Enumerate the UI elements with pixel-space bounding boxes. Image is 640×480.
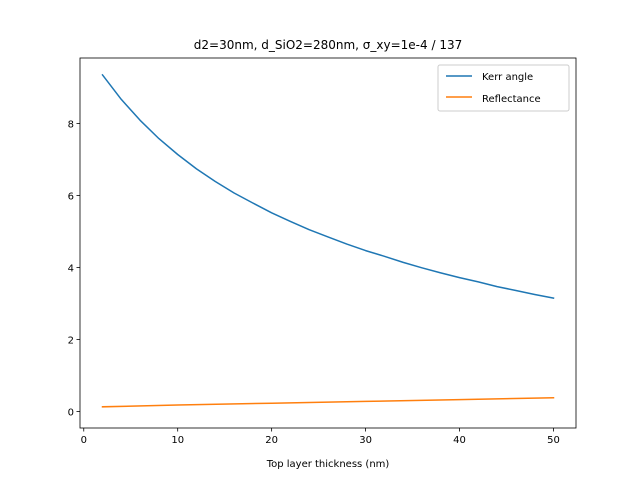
series-layer [101,73,555,408]
x-tick-label: 30 [359,435,372,446]
x-tick-label: 20 [265,435,278,446]
series-line-reflectance [101,397,555,408]
y-axis: 0 2 4 6 8 [68,120,80,418]
y-tick-label: 2 [68,335,74,346]
x-tick-label: 10 [171,435,184,446]
plot-frame [79,57,577,429]
x-axis-title: Top layer thickness (nm) [266,459,390,470]
y-tick-label: 4 [68,263,74,274]
legend: Kerr angle Reflectance [437,64,570,112]
x-tick-label: 40 [453,435,466,446]
x-axis: 0 10 20 30 40 50 [81,428,560,446]
plot-area [80,58,576,428]
legend-label-reflectance: Reflectance [482,94,541,105]
x-tick-label: 0 [81,435,87,446]
y-tick-label: 8 [68,120,74,131]
legend-label-kerr-angle: Kerr angle [482,72,533,83]
x-tick-label: 50 [547,435,560,446]
y-tick-label: 0 [68,407,74,418]
series-line-kerr-angle [101,73,555,299]
chart-title: d2=30nm, d_SiO2=280nm, σ_xy=1e-4 / 137 [194,38,462,52]
y-tick-label: 6 [68,191,74,202]
